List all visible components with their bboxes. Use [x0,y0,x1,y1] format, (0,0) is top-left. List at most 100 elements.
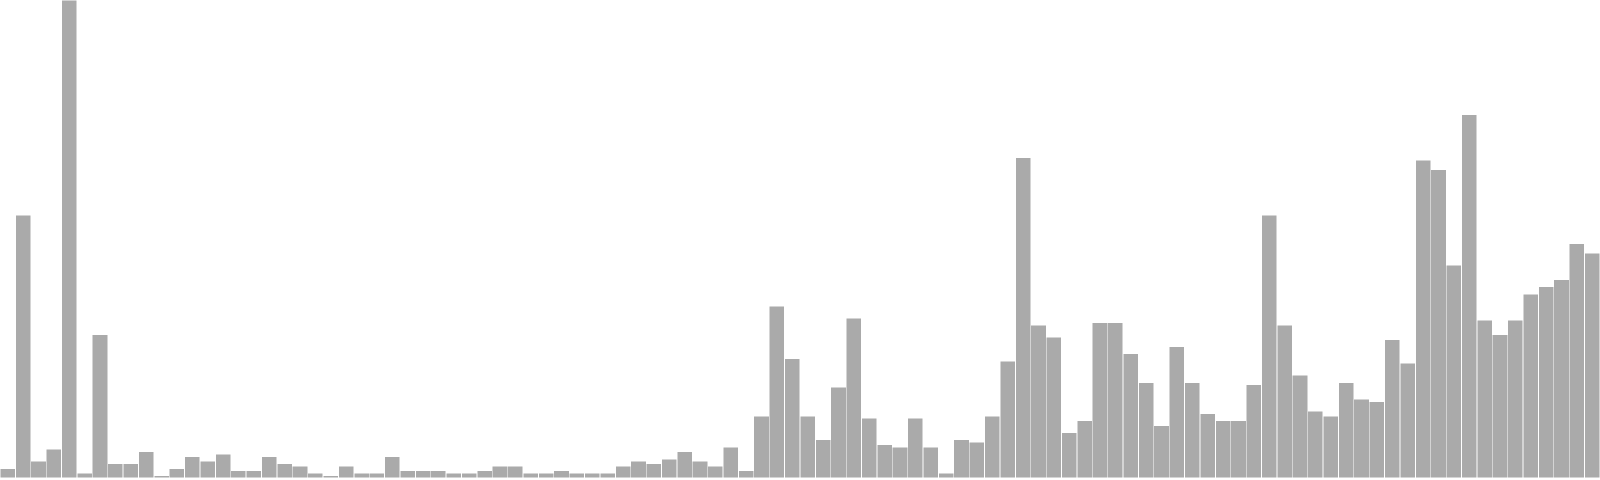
bar-101 [1553,279,1570,479]
bar-0 [0,468,16,479]
bar-13 [199,460,216,479]
bar-81 [1245,384,1262,479]
bar-21 [322,475,339,479]
bar-51 [784,358,801,479]
bar-20 [307,472,324,479]
bar-10 [153,475,170,479]
bar-87 [1338,381,1355,479]
bar-38 [584,472,601,479]
bar-43 [661,458,678,479]
bar-92 [1414,159,1432,479]
bar-85 [1307,410,1324,479]
bar-1 [14,214,32,479]
bar-29 [445,472,462,479]
bar-44 [676,451,693,479]
bar-60 [922,446,939,479]
bar-16 [245,470,262,479]
bar-68 [1045,336,1062,479]
bar-64 [984,415,1001,479]
bar-49 [753,415,770,479]
bar-33 [507,465,524,479]
bar-56 [861,417,878,479]
bar-57 [876,444,893,479]
bar-31 [476,470,493,479]
bar-77 [1184,381,1201,479]
bar-59 [907,417,924,479]
bar-14 [214,453,232,479]
bar-62 [953,439,970,479]
bar-15 [230,470,247,479]
bar-4 [61,0,78,479]
bar-32 [491,465,509,479]
bar-2 [30,460,47,479]
bar-26 [399,470,416,479]
bar-46 [707,465,724,479]
bar-58 [891,446,909,479]
bar-70 [1076,420,1093,479]
bar-12 [184,456,201,479]
bar-80 [1230,420,1247,479]
bar-7 [107,463,124,479]
bar-88 [1353,398,1370,479]
bar-25 [384,456,401,479]
bar-41 [630,460,647,479]
bar-54 [830,386,847,479]
bar-35 [538,472,555,479]
bar-53 [814,439,832,479]
bar-67 [1030,324,1047,479]
bar-74 [1138,381,1155,479]
bar-9 [138,451,155,479]
bar-42 [645,463,662,479]
bar-8 [122,463,139,479]
bar-102 [1568,243,1586,479]
bar-86 [1322,415,1339,479]
bar-69 [1061,432,1078,479]
bar-94 [1445,264,1462,479]
bar-73 [1122,353,1139,479]
bar-84 [1291,374,1309,479]
bar-71 [1091,322,1109,479]
bar-90 [1384,338,1401,479]
bar-93 [1430,169,1447,479]
bar-63 [968,441,986,479]
bar-48 [738,470,755,479]
bar-100 [1538,286,1555,479]
bar-22 [338,465,355,479]
bar-37 [568,472,586,479]
bar-89 [1368,401,1386,479]
bar-27 [414,470,432,479]
bar-19 [291,465,309,479]
bar-75 [1153,425,1170,479]
bar-24 [368,472,386,479]
bar-66 [1014,157,1032,479]
bar-65 [999,360,1016,479]
bar-55 [845,317,862,479]
bar-34 [522,472,539,479]
bar-18 [276,463,293,479]
bar-99 [1522,293,1539,479]
bar-17 [261,456,278,479]
bar-39 [599,472,616,479]
bar-45 [691,460,709,479]
bar-28 [430,470,447,479]
bar-83 [1276,324,1293,479]
bar-3 [45,448,62,479]
bar-79 [1214,420,1232,479]
bar-52 [799,415,816,479]
bar-30 [461,472,478,479]
bar-5 [76,472,93,479]
bar-103 [1584,252,1600,479]
bar-11 [168,468,186,479]
bar-61 [938,472,955,479]
bar-47 [722,446,739,479]
bar-23 [353,472,370,479]
bar-98 [1507,319,1524,479]
bar-96 [1476,319,1493,479]
bar-50 [768,305,786,479]
bar-95 [1461,114,1478,479]
bar-40 [614,465,632,479]
bar-36 [553,470,570,479]
